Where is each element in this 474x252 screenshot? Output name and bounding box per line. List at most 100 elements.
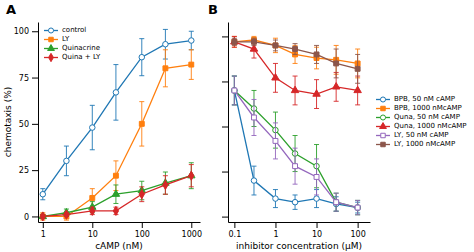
marker — [355, 205, 360, 210]
error-bar — [189, 163, 194, 189]
error-bar — [293, 44, 298, 55]
error-bar — [355, 200, 360, 214]
error-bar — [113, 65, 118, 121]
series-line — [234, 90, 357, 207]
marker — [291, 86, 298, 92]
marker — [314, 196, 320, 202]
series-line — [234, 42, 357, 69]
legend-item: Quna, 50 nM cAMP — [376, 113, 460, 121]
error-bar — [163, 172, 168, 194]
marker — [90, 206, 95, 215]
x-tick-mark — [358, 222, 359, 228]
y-tick-mark — [222, 172, 228, 173]
marker — [273, 43, 278, 48]
marker — [313, 90, 320, 96]
x-tick: 1000 — [182, 222, 202, 239]
x-tick: 0.1 — [228, 222, 241, 239]
x-axis-title: inhibitor concentration (μM) — [236, 241, 362, 251]
x-tick-label: 1 — [41, 230, 46, 239]
x-tick-mark — [234, 222, 235, 228]
marker — [112, 190, 119, 196]
x-tick-label: 1 — [273, 230, 278, 239]
legend-item: Quna, 1000 nMcAMP — [376, 122, 467, 130]
error-bar — [273, 40, 278, 51]
error-bar — [90, 105, 95, 149]
x-tick-label: 10 — [88, 230, 98, 239]
marker — [252, 39, 257, 44]
marker — [355, 205, 361, 211]
legend-swatch-marker — [381, 106, 385, 110]
error-bar — [355, 54, 360, 83]
marker — [272, 74, 279, 80]
chart-root: 11010010000255075100cAMP (nM)chemotaxis … — [0, 0, 474, 252]
x-tick-mark — [191, 222, 192, 228]
legend-label: BPB, 50 nM cAMP — [394, 95, 455, 103]
error-bar — [293, 195, 298, 209]
error-bar — [314, 45, 319, 63]
legend-item: LY — [44, 35, 70, 43]
x-axis-line — [39, 222, 201, 223]
y-tick-label: 75 — [19, 74, 29, 83]
error-bar — [163, 50, 168, 87]
y-tick-mark — [32, 216, 38, 217]
x-tick-mark — [43, 222, 44, 228]
legend-label: LY, 50 nM cAMP — [394, 131, 448, 139]
marker — [273, 43, 278, 48]
series-line — [43, 41, 191, 195]
error-bar — [189, 50, 194, 80]
error-bar — [189, 31, 194, 50]
error-bar — [293, 148, 298, 184]
x-axis: 1101001000 — [39, 222, 202, 239]
panel: 0.1110100inhibitor concentration (μM)BBP… — [208, 2, 467, 251]
marker — [232, 88, 237, 93]
error-bar — [232, 36, 237, 47]
x-tick-mark — [92, 222, 93, 228]
marker — [189, 62, 194, 67]
series-line — [43, 176, 191, 217]
series — [40, 29, 194, 199]
y-tick: 50 — [19, 120, 38, 129]
error-bar — [139, 187, 144, 202]
y-tick — [222, 172, 228, 173]
y-tick — [222, 81, 228, 82]
y-axis-line — [38, 23, 39, 223]
error-bar — [139, 102, 144, 146]
error-bar — [232, 38, 237, 45]
marker — [232, 88, 238, 94]
error-bar — [232, 76, 237, 105]
legend-item: BPB, 1000 nMcAMP — [376, 104, 462, 112]
series-line — [234, 40, 357, 63]
error-bar — [334, 193, 339, 211]
legend-item: Quinacrine — [44, 44, 100, 52]
y-tick: 25 — [19, 166, 38, 175]
y-axis-title: chemotaxis (%) — [3, 87, 13, 157]
marker — [139, 121, 144, 126]
marker — [163, 180, 168, 189]
marker — [334, 200, 339, 205]
error-bar — [251, 99, 256, 135]
error-bar — [64, 146, 69, 176]
series — [232, 38, 360, 83]
y-tick: 100 — [14, 27, 38, 36]
marker — [64, 210, 69, 219]
y-tick: 0 — [24, 213, 38, 222]
marker — [355, 66, 360, 71]
legend-swatch-marker — [49, 37, 53, 41]
series — [232, 76, 361, 213]
marker — [232, 39, 237, 44]
x-tick-label: 10 — [312, 230, 322, 239]
marker — [40, 212, 45, 221]
legend-swatch-marker — [381, 142, 385, 146]
marker — [292, 199, 298, 205]
error-bar — [334, 49, 339, 78]
x-axis-line — [229, 222, 371, 223]
error-bar — [314, 159, 319, 195]
legend-label: Quna, 1000 nMcAMP — [394, 122, 467, 130]
x-tick: 100 — [350, 222, 365, 239]
marker — [64, 158, 70, 164]
marker — [332, 83, 339, 89]
legend-label: LY — [62, 35, 70, 43]
figure: 11010010000255075100cAMP (nM)chemotaxis … — [0, 0, 474, 252]
x-tick-mark — [317, 222, 318, 228]
marker — [189, 171, 194, 180]
